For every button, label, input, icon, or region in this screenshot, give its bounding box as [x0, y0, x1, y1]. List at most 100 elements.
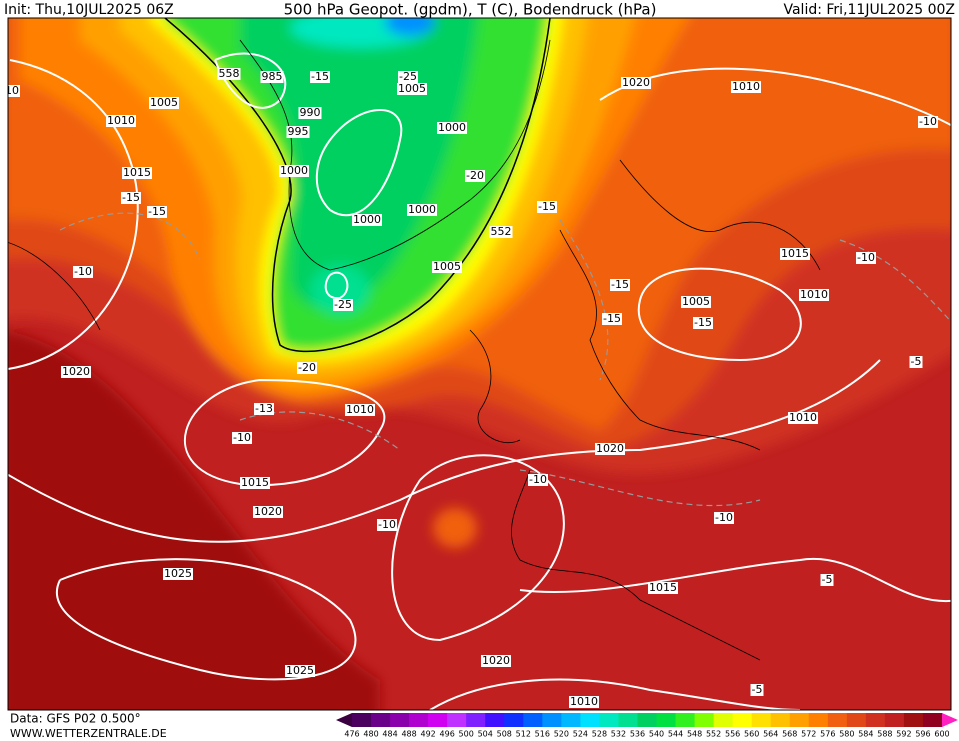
- colorbar-swatch: [409, 713, 429, 727]
- contour-label-text: 1000: [280, 164, 308, 177]
- contour-label: 1000: [437, 121, 467, 134]
- colorbar-label: 496: [440, 730, 455, 739]
- contour-label-box: [780, 248, 810, 260]
- contour-label-text: -10: [529, 473, 547, 486]
- colorbar-swatch: [390, 713, 410, 727]
- colorbar-swatch: [865, 713, 886, 727]
- contour-label: -5: [820, 573, 834, 586]
- contour-label-box: [352, 214, 382, 226]
- contour-label: 1010: [569, 695, 599, 708]
- contour-label-text: 558: [219, 67, 240, 80]
- colorbar-label: 596: [915, 730, 930, 739]
- contour-label-text: 1005: [682, 295, 710, 308]
- contour-label-text: -25: [399, 70, 417, 83]
- data-source: Data: GFS P02 0.500°: [10, 712, 141, 726]
- colorbar-label: 484: [382, 730, 397, 739]
- contour-label-text: -20: [466, 169, 484, 182]
- colorbar-swatch: [352, 713, 372, 727]
- colorbar-swatch: [713, 713, 734, 727]
- colorbar-label: 556: [725, 730, 740, 739]
- contour-label-box: [693, 317, 713, 329]
- contour-label-text: 1010: [570, 695, 598, 708]
- contour-label: 558: [217, 67, 241, 80]
- contour-label-text: 1020: [254, 505, 282, 518]
- contour-label-text: 1000: [438, 121, 466, 134]
- contour-label-text: -15: [122, 191, 140, 204]
- colorbar-label: 524: [573, 730, 588, 739]
- contour-label: -10: [528, 473, 548, 486]
- contour-label: 1000: [352, 213, 382, 226]
- valid-time: Valid: Fri,11JUL2025 00Z: [783, 2, 955, 18]
- contour-label-text: 1020: [622, 76, 650, 89]
- contour-label-text: -15: [694, 316, 712, 329]
- contour-label-text: -13: [255, 402, 273, 415]
- contour-label-box: [465, 170, 485, 182]
- colorbar-arrow: [942, 713, 958, 727]
- colorbar-label: 576: [820, 730, 835, 739]
- contour-label-box: [602, 313, 622, 325]
- contour-label: 1000: [279, 164, 309, 177]
- colorbar-label: 532: [611, 730, 626, 739]
- contour-label-text: 995: [288, 125, 309, 138]
- colorbar-swatch: [922, 713, 943, 727]
- contour-label: -10: [377, 518, 397, 531]
- contour-label: 1020: [61, 365, 91, 378]
- contour-label-box: [681, 296, 711, 308]
- contour-label-text: -10: [919, 115, 937, 128]
- contour-label: -10: [918, 115, 938, 128]
- contour-label: 1010: [106, 114, 136, 127]
- contour-label: 1010: [345, 403, 375, 416]
- contour-label-text: 1010: [789, 411, 817, 424]
- contour-label: 1020: [621, 76, 651, 89]
- colorbar-label: 592: [896, 730, 911, 739]
- colorbar-swatch: [827, 713, 848, 727]
- contour-label-box: [163, 568, 193, 580]
- contour-label-text: -25: [334, 298, 352, 311]
- contour-label-text: 985: [262, 70, 283, 83]
- contour-label-text: 1005: [433, 260, 461, 273]
- colorbar-swatch: [808, 713, 829, 727]
- colorbar-swatch: [561, 713, 581, 727]
- colorbar-label: 548: [687, 730, 702, 739]
- colorbar-label: 500: [459, 730, 474, 739]
- contour-label-text: -10: [233, 431, 251, 444]
- contour-label-box: [489, 226, 513, 238]
- colorbar-swatch: [523, 713, 543, 727]
- contour-label: -15: [602, 312, 622, 325]
- colorbar-swatch: [637, 713, 658, 727]
- colorbar-swatch: [694, 713, 715, 727]
- colorbar-swatch: [675, 713, 696, 727]
- contour-label: -25: [398, 70, 418, 83]
- contour-label-text: 1020: [596, 442, 624, 455]
- colorbar-label: 544: [668, 730, 683, 739]
- contour-label: -15: [537, 200, 557, 213]
- contour-label-box: [240, 477, 270, 489]
- colorbar-label: 552: [706, 730, 721, 739]
- colorbar-label: 588: [877, 730, 892, 739]
- contour-label-text: 1000: [353, 213, 381, 226]
- contour-label-text: 1015: [781, 247, 809, 260]
- contour-label-box: [333, 299, 353, 311]
- colorbar-swatch: [371, 713, 391, 727]
- contour-label: 985: [260, 70, 284, 83]
- contour-label-text: 1015: [123, 166, 151, 179]
- site-credit: WWW.WETTERZENTRALE.DE: [10, 727, 167, 740]
- contour-label-text: 1010: [800, 288, 828, 301]
- contour-label-box: [232, 432, 252, 444]
- contour-552: [164, 18, 551, 353]
- contour-label-box: [106, 115, 136, 127]
- colorbar-label: 572: [801, 730, 816, 739]
- contour-label-box: [8, 85, 20, 97]
- contour-label-box: [297, 362, 317, 374]
- contour-label: -10: [714, 511, 734, 524]
- contour-label: -15: [610, 278, 630, 291]
- colorbar-arrow: [336, 713, 352, 727]
- colorbar-swatch: [770, 713, 791, 727]
- colorbar-label: 516: [535, 730, 550, 739]
- colorbar-label: 600: [934, 730, 949, 739]
- colorbar-label: 476: [344, 730, 359, 739]
- contour-label: -15: [121, 191, 141, 204]
- colorbar-label: 480: [363, 730, 378, 739]
